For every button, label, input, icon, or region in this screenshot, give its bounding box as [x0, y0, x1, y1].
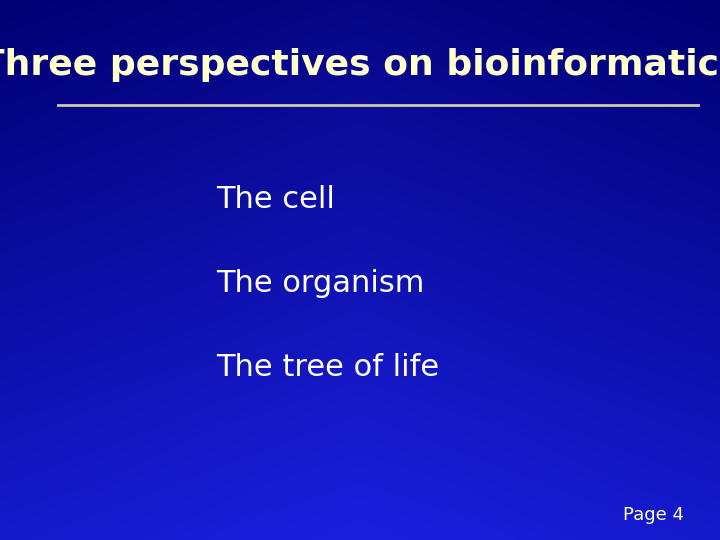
Text: Three perspectives on bioinformatics: Three perspectives on bioinformatics [0, 48, 720, 82]
Text: The cell: The cell [216, 185, 335, 214]
Text: The tree of life: The tree of life [216, 353, 439, 382]
Text: The organism: The organism [216, 269, 424, 298]
Text: Page 4: Page 4 [623, 506, 684, 524]
